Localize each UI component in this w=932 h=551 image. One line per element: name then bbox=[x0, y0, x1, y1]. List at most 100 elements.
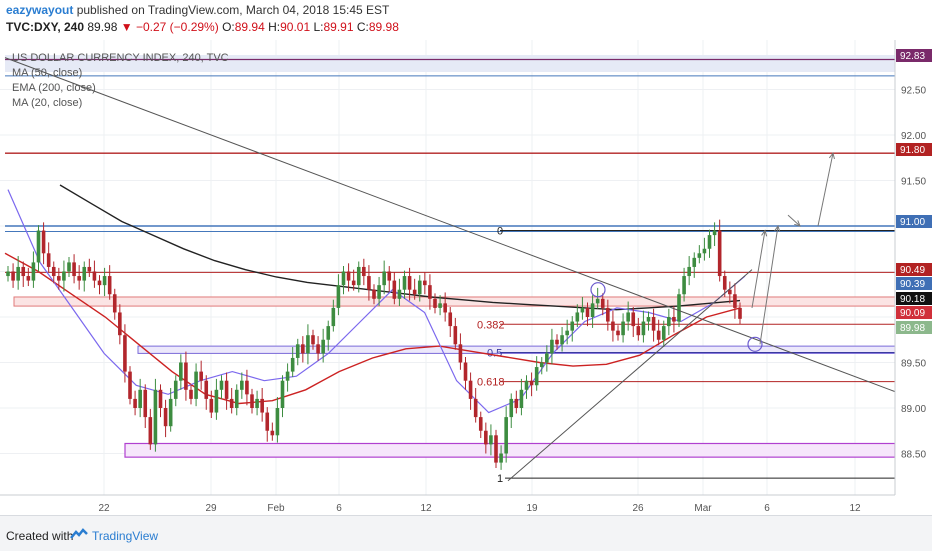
candle-down bbox=[112, 294, 117, 313]
projection-arrow-1-head bbox=[761, 229, 768, 237]
price-badge-label: 92.83 bbox=[900, 51, 925, 62]
candle-up bbox=[534, 367, 539, 386]
candle-down bbox=[346, 271, 351, 281]
candle-down bbox=[158, 389, 163, 408]
tradingview-brand-link[interactable]: TradingView bbox=[92, 529, 159, 543]
candle-up bbox=[102, 276, 107, 286]
candle-down bbox=[433, 298, 437, 308]
publish-info: published on TradingView.com, March 04, … bbox=[76, 3, 390, 17]
candle-up bbox=[179, 362, 183, 381]
candle-up bbox=[489, 435, 493, 445]
candle-down bbox=[478, 417, 483, 431]
candle-up bbox=[62, 271, 66, 281]
candle-up bbox=[590, 303, 595, 317]
candle-down bbox=[728, 289, 732, 295]
projection-arrow-2 bbox=[759, 225, 779, 345]
fib-label: 0 bbox=[497, 226, 503, 238]
candle-down bbox=[387, 271, 392, 281]
price-badge-label: 91.80 bbox=[900, 145, 925, 156]
y-tick-label: 92.50 bbox=[901, 86, 926, 97]
candle-up bbox=[219, 380, 224, 390]
candle-down bbox=[301, 344, 305, 354]
candle-up bbox=[168, 398, 173, 427]
price-badge bbox=[896, 215, 932, 228]
candle-up bbox=[621, 321, 625, 336]
legend-ma50: MA (50, close) bbox=[12, 67, 83, 79]
publish-line: eazywayout published on TradingView.com,… bbox=[6, 3, 389, 17]
candle-up bbox=[707, 235, 712, 249]
candle-up bbox=[539, 362, 544, 368]
horizontal-levels: 0 0.382 0.5 0.618 1 bbox=[5, 58, 896, 485]
candle-up bbox=[67, 262, 71, 272]
open-label: O: bbox=[222, 20, 235, 34]
candle-down bbox=[636, 326, 641, 336]
time-axis-bg bbox=[0, 495, 932, 515]
price-badge bbox=[896, 263, 932, 276]
price-badge bbox=[896, 277, 932, 290]
close-label: C: bbox=[356, 20, 369, 34]
candle-up bbox=[356, 266, 361, 286]
projection-arrow-4-head bbox=[828, 152, 835, 160]
low-value: 89.91 bbox=[323, 20, 354, 34]
candle-up bbox=[545, 353, 549, 363]
candle-down bbox=[57, 276, 61, 281]
candle-up bbox=[326, 326, 331, 340]
candle-down bbox=[92, 271, 97, 281]
candle-up bbox=[667, 317, 671, 327]
candle-down bbox=[448, 312, 453, 327]
axes: 92.50 92.00 91.50 89.50 89.00 88.50 92.83 91.80… bbox=[0, 40, 932, 515]
candle-up bbox=[626, 312, 630, 322]
candle-down bbox=[199, 371, 203, 381]
candle-up bbox=[575, 312, 580, 322]
candle-down bbox=[463, 362, 468, 381]
candle-up bbox=[560, 335, 564, 345]
y-tick-label: 91.50 bbox=[901, 177, 926, 188]
candle-down bbox=[107, 276, 112, 295]
candle-up bbox=[519, 389, 524, 408]
candle-up bbox=[138, 389, 142, 408]
created-with-text: Created with bbox=[6, 529, 74, 543]
candle-down bbox=[77, 276, 81, 281]
price-badge-label: 89.98 bbox=[900, 323, 925, 334]
price-badge bbox=[896, 306, 932, 319]
price-chart[interactable]: 0 0.382 0.5 0.618 1 92.50 92.00 91.50 89.50 89.0… bbox=[0, 40, 932, 515]
candle-up bbox=[697, 253, 702, 258]
candle-up bbox=[255, 398, 259, 408]
x-tick-label: 26 bbox=[632, 503, 644, 514]
candle-down bbox=[585, 307, 590, 317]
candle-down bbox=[412, 289, 417, 295]
author-link[interactable]: eazywayout bbox=[6, 3, 74, 17]
candle-down bbox=[672, 317, 676, 322]
annotations bbox=[4, 57, 896, 482]
candle-up bbox=[417, 280, 422, 295]
candle-down bbox=[656, 330, 661, 340]
candle-down bbox=[362, 266, 366, 277]
price-badge bbox=[896, 49, 932, 62]
candle-down bbox=[118, 312, 122, 336]
candle-down bbox=[453, 326, 458, 345]
candle-down bbox=[224, 380, 229, 399]
candle-down bbox=[46, 253, 51, 267]
candle-up bbox=[153, 389, 158, 445]
price-badge-label: 90.18 bbox=[900, 294, 925, 305]
candle-up bbox=[687, 266, 691, 277]
candle-up bbox=[295, 344, 300, 358]
candle-down bbox=[555, 339, 559, 345]
candle-down bbox=[717, 230, 722, 277]
ascending-trendline bbox=[507, 269, 753, 482]
x-tick-label: 19 bbox=[526, 503, 538, 514]
price-badge-label: 91.00 bbox=[900, 217, 925, 228]
candle-up bbox=[692, 257, 697, 267]
legend-title: US DOLLAR CURRENCY INDEX, 240, TVC bbox=[12, 52, 229, 64]
change-value: −0.27 (−0.29%) bbox=[135, 20, 219, 34]
candle-down bbox=[250, 394, 254, 408]
candle-up bbox=[504, 417, 508, 454]
projection-arrow-4 bbox=[817, 153, 834, 227]
candle-down bbox=[514, 398, 519, 408]
price-badge-label: 90.49 bbox=[900, 265, 925, 276]
candle-down bbox=[494, 435, 498, 463]
y-tick-label: 92.00 bbox=[901, 131, 926, 142]
candles bbox=[6, 219, 742, 470]
candle-up bbox=[194, 371, 198, 399]
x-tick-label: Feb bbox=[267, 503, 285, 514]
